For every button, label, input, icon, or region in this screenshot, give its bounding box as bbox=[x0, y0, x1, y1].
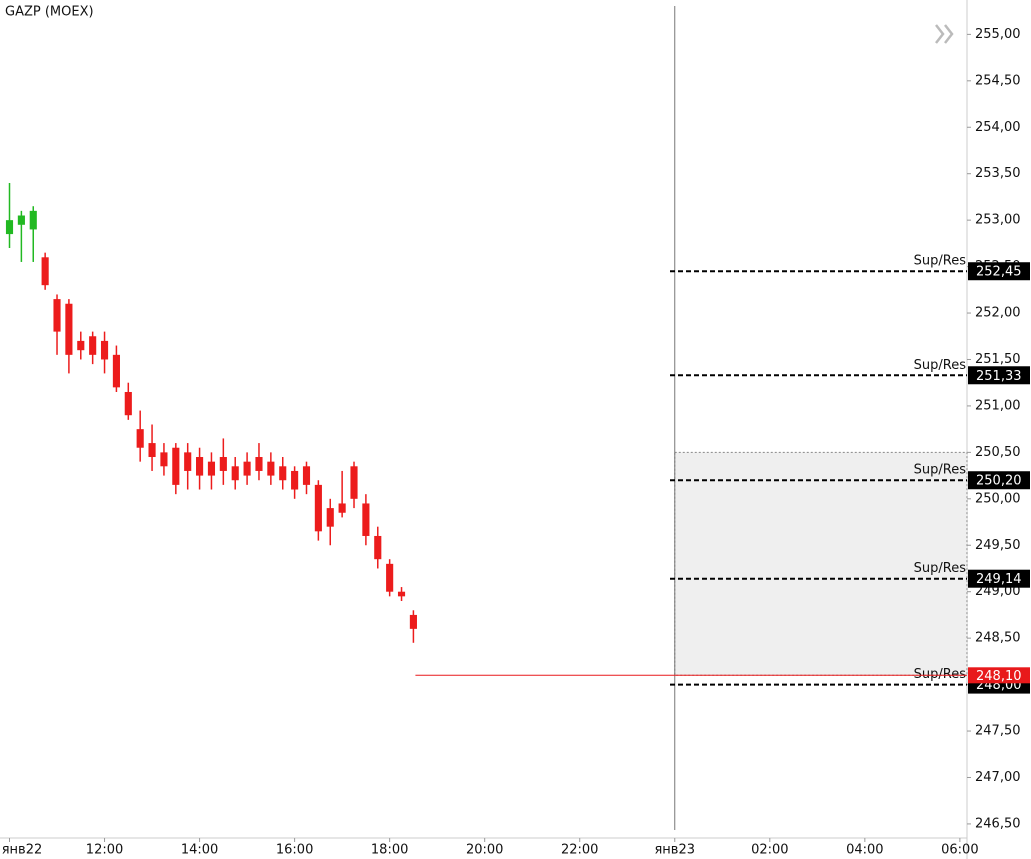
candle-body bbox=[160, 452, 168, 467]
level-label-box bbox=[968, 366, 1030, 385]
level-label: 249,14 bbox=[976, 572, 1022, 587]
last-price-box bbox=[968, 667, 1030, 684]
level-name: Sup/Res bbox=[914, 254, 967, 269]
candle-body bbox=[124, 391, 132, 416]
candle-body bbox=[338, 503, 346, 513]
x-tick-label: 20:00 bbox=[466, 843, 503, 858]
candle-body bbox=[374, 535, 382, 560]
level-label: 251,33 bbox=[976, 369, 1022, 384]
candle-body bbox=[172, 447, 180, 485]
candle-body bbox=[279, 466, 287, 481]
candle-body bbox=[184, 452, 192, 471]
candle-body bbox=[302, 466, 311, 485]
level-label-box bbox=[968, 569, 1030, 588]
candle-body bbox=[65, 303, 73, 355]
y-tick-label: 252,00 bbox=[975, 306, 1021, 321]
candle-body bbox=[243, 461, 251, 476]
level-name: Sup/Res bbox=[914, 358, 967, 373]
y-tick-label: 251,50 bbox=[975, 352, 1021, 367]
y-tick-label: 249,50 bbox=[975, 538, 1021, 553]
x-tick-label: 12:00 bbox=[86, 843, 123, 858]
y-tick-label: 255,00 bbox=[975, 27, 1021, 42]
candle-body bbox=[314, 484, 322, 532]
expand-icon[interactable] bbox=[935, 24, 954, 44]
y-tick-label: 250,00 bbox=[975, 491, 1021, 506]
candle-body bbox=[326, 508, 334, 527]
candle-body bbox=[386, 563, 394, 592]
x-tick-label: 22:00 bbox=[561, 843, 598, 858]
y-tick-label: 254,00 bbox=[975, 120, 1021, 135]
y-tick-label: 254,50 bbox=[975, 73, 1021, 88]
candle-body bbox=[41, 257, 49, 286]
level-label: 252,45 bbox=[976, 265, 1022, 280]
x-tick-label: 14:00 bbox=[181, 843, 218, 858]
candle-body bbox=[29, 210, 37, 230]
x-tick-label: 18:00 bbox=[371, 843, 408, 858]
candle-body bbox=[207, 461, 216, 476]
y-tick-label: 253,50 bbox=[975, 166, 1021, 181]
candle-body bbox=[53, 299, 61, 332]
candle-body bbox=[112, 354, 120, 388]
candle-body bbox=[397, 591, 406, 597]
candle-body bbox=[362, 503, 370, 536]
candle-body bbox=[5, 220, 14, 235]
chart-title: GAZP (MOEX) bbox=[5, 5, 94, 20]
candle-body bbox=[196, 457, 204, 476]
candle-body bbox=[409, 614, 417, 629]
level-name: Sup/Res bbox=[914, 667, 967, 682]
candle-body bbox=[148, 443, 156, 458]
x-tick-label: янв23 bbox=[654, 843, 695, 858]
y-tick-label: 249,00 bbox=[975, 584, 1021, 599]
y-tick-label: 246,50 bbox=[975, 816, 1021, 831]
level-label-box bbox=[968, 471, 1030, 490]
x-tick-label: 06:00 bbox=[941, 843, 978, 858]
x-tick-label: янв22 bbox=[2, 843, 43, 858]
y-tick-label: 247,00 bbox=[975, 770, 1021, 785]
x-tick-label: 02:00 bbox=[751, 843, 788, 858]
candle-body bbox=[291, 470, 299, 490]
candle-body bbox=[136, 429, 144, 448]
candle-body bbox=[17, 215, 25, 225]
level-label: 250,20 bbox=[976, 474, 1022, 489]
candle-body bbox=[350, 466, 358, 499]
y-tick-label: 247,50 bbox=[975, 724, 1021, 739]
candle-body bbox=[231, 466, 239, 481]
x-tick-label: 04:00 bbox=[846, 843, 883, 858]
candle-body bbox=[267, 461, 275, 476]
x-tick-label: 16:00 bbox=[276, 843, 313, 858]
candle-body bbox=[77, 340, 85, 351]
candle-body bbox=[255, 457, 263, 471]
candle-body bbox=[100, 340, 109, 360]
y-tick-label: 251,00 bbox=[975, 398, 1021, 413]
level-name: Sup/Res bbox=[914, 561, 967, 576]
y-tick-label: 253,00 bbox=[975, 213, 1021, 228]
candle-body bbox=[89, 336, 97, 355]
y-tick-label: 248,50 bbox=[975, 631, 1021, 646]
last-price-label: 248,10 bbox=[976, 669, 1022, 684]
level-label-box bbox=[968, 262, 1030, 281]
level-name: Sup/Res bbox=[914, 463, 967, 478]
candle-body bbox=[219, 457, 227, 471]
y-tick-label: 250,50 bbox=[975, 445, 1021, 460]
